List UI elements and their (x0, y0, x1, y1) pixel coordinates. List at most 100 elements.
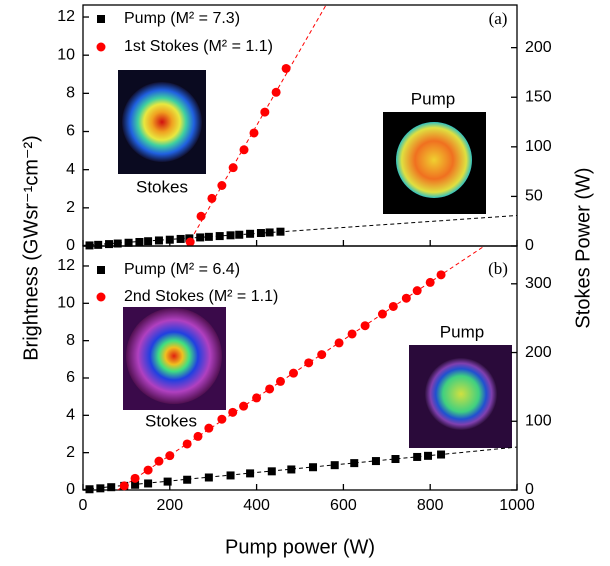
marker (204, 423, 214, 433)
marker (113, 239, 122, 248)
marker (256, 229, 265, 238)
marker (193, 431, 203, 441)
y-tick-label: 12 (57, 257, 75, 274)
marker (215, 232, 224, 241)
y2-tick-label: 150 (525, 88, 552, 105)
marker (165, 451, 175, 461)
marker (183, 475, 192, 484)
y2-tick-label: 100 (525, 138, 552, 155)
marker (413, 452, 422, 461)
y-tick-label: 8 (66, 85, 75, 102)
marker (96, 484, 105, 493)
x-tick-label: 0 (79, 497, 88, 514)
marker (204, 232, 213, 241)
marker (309, 463, 318, 472)
beam-profile (425, 358, 497, 430)
marker (130, 473, 140, 483)
marker (176, 234, 185, 243)
y2-tick-label: 200 (525, 39, 552, 56)
y-tick-label: 2 (66, 444, 75, 461)
marker (204, 473, 213, 482)
marker (288, 368, 298, 378)
marker (249, 128, 259, 138)
y2-tick-label: 50 (525, 188, 543, 205)
fit-line (117, 245, 485, 491)
x-axis-title: Pump power (W) (225, 536, 375, 558)
marker (239, 145, 249, 155)
marker (391, 455, 400, 464)
x-tick-label: 600 (330, 497, 357, 514)
marker (105, 240, 114, 249)
x-tick-label: 200 (156, 497, 183, 514)
marker (144, 479, 153, 488)
legend-label: Pump (M² = 7.3) (124, 10, 240, 27)
y-axis-title: Brightness (GWsr⁻¹cm⁻²) (20, 135, 42, 361)
marker (207, 193, 217, 203)
marker (217, 181, 227, 191)
y-tick-label: 8 (66, 332, 75, 349)
marker (252, 393, 262, 403)
marker (275, 376, 285, 386)
marker (226, 231, 235, 240)
marker (350, 459, 359, 468)
marker (371, 457, 380, 466)
panel-label: (b) (488, 259, 508, 278)
legend-label: Pump (M² = 6.4) (124, 261, 240, 278)
legend-marker (97, 15, 105, 23)
marker (185, 237, 195, 247)
marker (401, 293, 411, 303)
marker (260, 107, 270, 117)
y-tick-label: 6 (66, 123, 75, 140)
marker (226, 471, 235, 480)
marker (425, 277, 435, 287)
marker (412, 286, 422, 296)
marker (217, 414, 227, 424)
marker (154, 456, 164, 466)
marker (143, 465, 153, 475)
marker (334, 338, 344, 348)
marker (276, 227, 285, 236)
inset-label: Pump (440, 322, 484, 341)
marker (135, 237, 144, 246)
marker (94, 240, 103, 249)
inset-label: Pump (411, 89, 455, 108)
marker (144, 237, 153, 246)
legend-marker (96, 42, 106, 52)
marker (163, 477, 172, 486)
panel-label: (a) (489, 9, 508, 28)
marker (424, 451, 433, 460)
marker (196, 211, 206, 221)
y-tick-label: 4 (66, 161, 75, 178)
inset-label: Stokes (145, 411, 197, 430)
marker (196, 233, 205, 242)
legend-label: 1st Stokes (M² = 1.1) (124, 38, 273, 55)
marker (228, 163, 238, 173)
marker (267, 467, 276, 476)
inset-images (118, 70, 512, 448)
beam-profile (122, 82, 202, 162)
y-tick-label: 10 (57, 295, 75, 312)
marker (287, 465, 296, 474)
y-tick-label: 6 (66, 369, 75, 386)
marker (317, 350, 327, 360)
inset-label: Stokes (136, 177, 188, 196)
marker (131, 480, 140, 489)
y2-tick-label: 200 (525, 344, 552, 361)
y2-tick-label: 0 (525, 481, 534, 498)
y2-tick-label: 300 (525, 275, 552, 292)
marker (235, 230, 244, 239)
legend-marker (97, 266, 105, 274)
marker (265, 384, 275, 394)
marker (85, 485, 94, 494)
marker (265, 228, 274, 237)
y2-axis-title: Stokes Power (W) (572, 167, 594, 328)
y-tick-label: 0 (66, 237, 75, 254)
marker (304, 358, 314, 368)
y2-tick-label: 0 (525, 237, 534, 254)
y-tick-label: 10 (57, 46, 75, 63)
marker (377, 309, 387, 319)
y-tick-label: 4 (66, 407, 75, 424)
legend-label: 2nd Stokes (M² = 1.1) (124, 288, 278, 305)
marker (271, 87, 281, 97)
